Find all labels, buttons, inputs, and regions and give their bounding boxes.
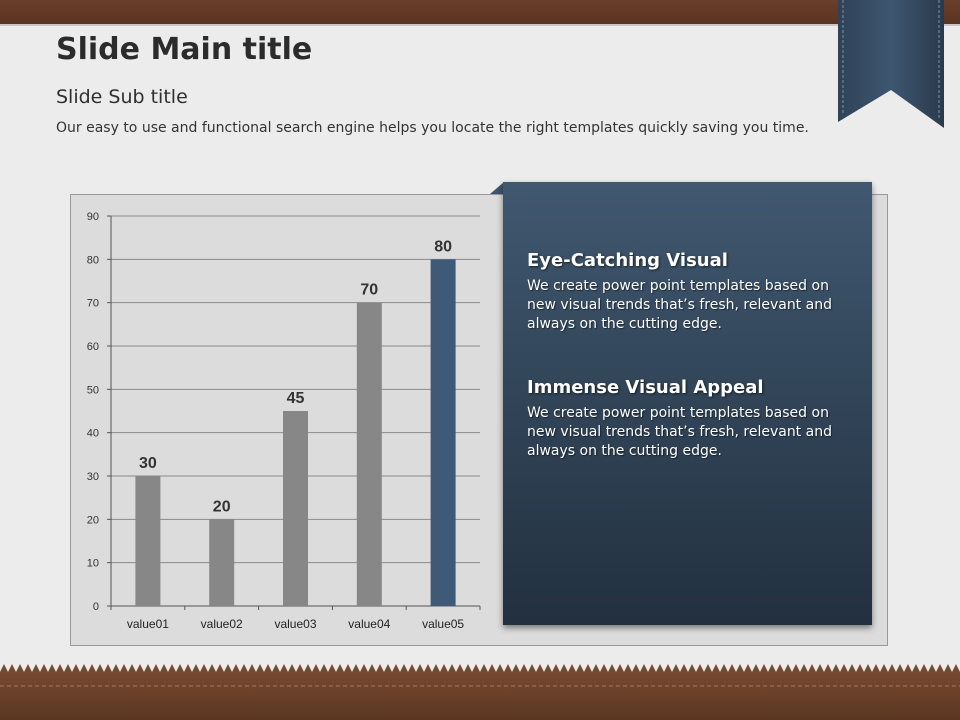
y-tick-label: 40 bbox=[87, 428, 99, 440]
section-body-eye-catching: We create power point templates based on… bbox=[527, 278, 832, 332]
x-tick-label: value04 bbox=[348, 617, 390, 631]
y-tick-label: 20 bbox=[87, 514, 99, 526]
bar bbox=[430, 259, 456, 606]
section-heading-visual-appeal: Immense Visual Appeal bbox=[527, 377, 764, 398]
data-label: 70 bbox=[360, 282, 378, 299]
x-tick-label: value03 bbox=[274, 617, 316, 631]
bar bbox=[283, 411, 308, 606]
data-label: 45 bbox=[287, 390, 305, 407]
page-title: Slide Main title bbox=[56, 32, 313, 67]
bar bbox=[135, 476, 161, 606]
panel-fold bbox=[490, 182, 504, 194]
y-tick-label: 90 bbox=[87, 211, 99, 223]
page-subtitle: Slide Sub title bbox=[56, 86, 188, 108]
top-wood-bar bbox=[0, 0, 960, 26]
y-tick-label: 0 bbox=[93, 601, 99, 613]
section-body-visual-appeal: We create power point templates based on… bbox=[527, 405, 832, 459]
info-panel: Eye-Catching Visual We create power poin… bbox=[503, 182, 872, 625]
section-heading-eye-catching: Eye-Catching Visual bbox=[527, 250, 728, 271]
page-description: Our easy to use and functional search en… bbox=[56, 120, 809, 136]
bottom-wood-bar bbox=[0, 664, 960, 720]
bar bbox=[209, 519, 235, 606]
bookmark-ribbon-icon bbox=[838, 0, 944, 128]
data-label: 80 bbox=[434, 238, 452, 255]
x-tick-label: value01 bbox=[127, 617, 169, 631]
x-tick-label: value02 bbox=[201, 617, 243, 631]
bar bbox=[356, 302, 382, 606]
y-tick-label: 80 bbox=[87, 254, 99, 266]
data-label: 30 bbox=[139, 455, 157, 472]
y-tick-label: 10 bbox=[87, 558, 99, 570]
y-tick-label: 60 bbox=[87, 341, 99, 353]
x-tick-label: value05 bbox=[422, 617, 464, 631]
y-tick-label: 30 bbox=[87, 471, 99, 483]
bar-chart: 0 10 20 30 40 50 60 70 80 90 30 value01 20 value02 45 v… bbox=[87, 211, 481, 631]
data-label: 20 bbox=[213, 498, 231, 515]
y-tick-label: 50 bbox=[87, 384, 99, 396]
y-tick-label: 70 bbox=[87, 298, 99, 310]
